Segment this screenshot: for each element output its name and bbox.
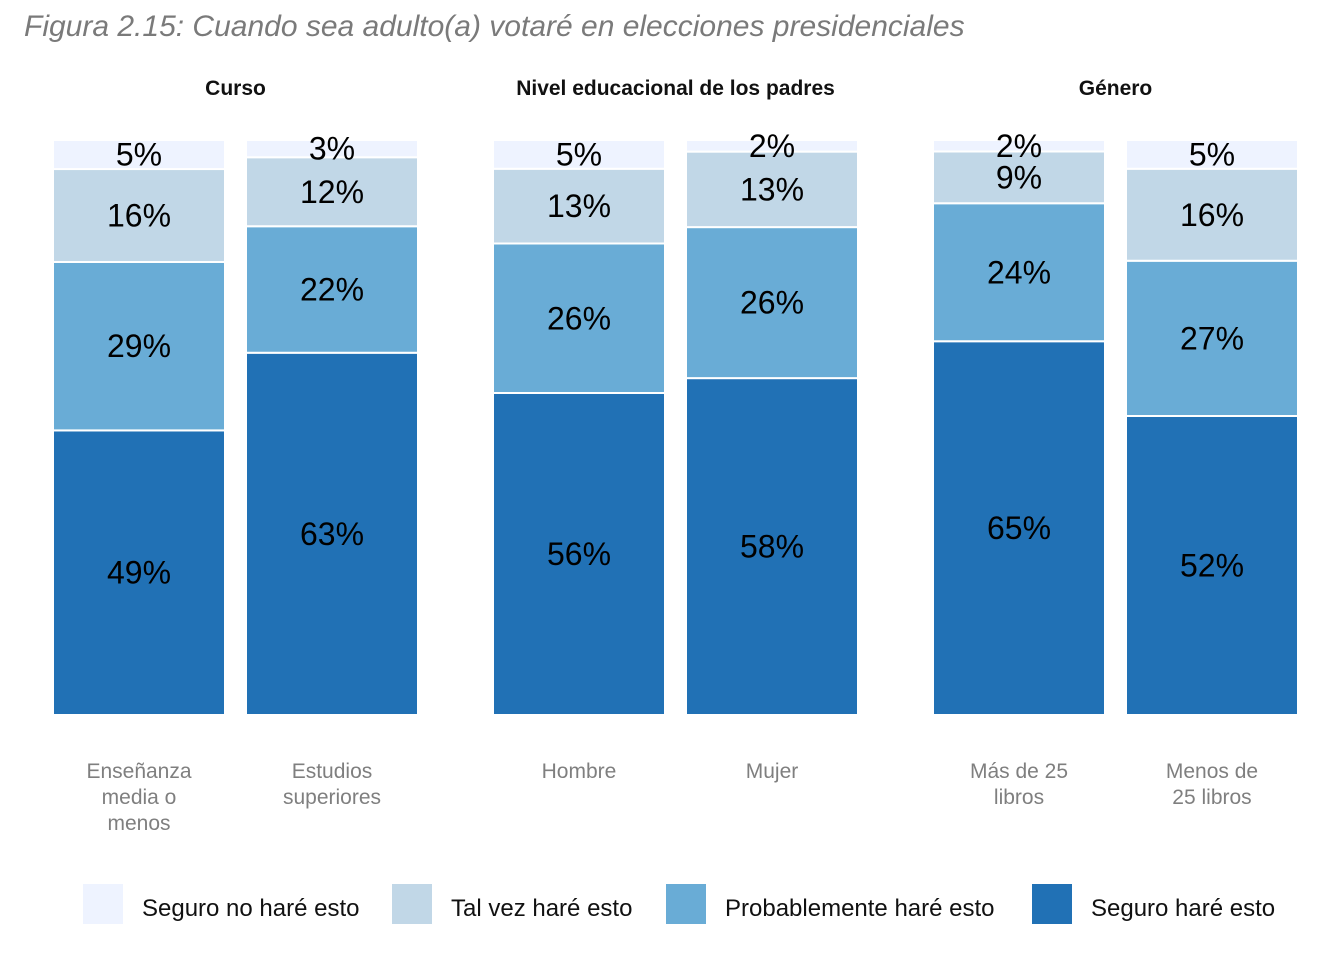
bar-segment bbox=[685, 226, 859, 380]
data-label: 49% bbox=[107, 555, 171, 591]
data-label: 2% bbox=[996, 128, 1042, 164]
data-label: 58% bbox=[740, 529, 804, 565]
category-label: Estudios superiores bbox=[283, 760, 381, 809]
bar-segment bbox=[685, 377, 859, 716]
data-label: 22% bbox=[300, 272, 364, 308]
bar-segment bbox=[685, 139, 859, 153]
data-label: 2% bbox=[749, 128, 795, 164]
data-label: 27% bbox=[1180, 320, 1244, 356]
bar-segment bbox=[492, 139, 666, 170]
data-label: 29% bbox=[107, 328, 171, 364]
bar-segment bbox=[1125, 139, 1299, 170]
data-label: 16% bbox=[107, 198, 171, 234]
category-label: Más de 25 libros bbox=[970, 760, 1068, 809]
data-label: 63% bbox=[300, 516, 364, 552]
bar-segment bbox=[52, 429, 226, 716]
bar-segment bbox=[52, 139, 226, 171]
legend-label: Seguro no haré esto bbox=[142, 895, 360, 922]
legend-swatch bbox=[666, 884, 706, 924]
category-label: Enseñanza media o menos bbox=[86, 760, 191, 835]
category-label: Mujer bbox=[746, 760, 799, 783]
legend-label: Seguro haré esto bbox=[1091, 895, 1275, 922]
data-label: 5% bbox=[116, 137, 162, 173]
bar-segment bbox=[245, 225, 419, 354]
bar-segment bbox=[52, 168, 226, 263]
data-label: 52% bbox=[1180, 548, 1244, 584]
data-label: 56% bbox=[547, 536, 611, 572]
legend-label: Probablemente haré esto bbox=[725, 895, 995, 922]
bar-segment bbox=[245, 156, 419, 228]
data-label: 24% bbox=[987, 254, 1051, 290]
bar-segment bbox=[245, 139, 419, 159]
data-label: 13% bbox=[740, 171, 804, 207]
data-label: 5% bbox=[1189, 136, 1235, 172]
data-label: 26% bbox=[547, 300, 611, 336]
category-label: Hombre bbox=[542, 760, 617, 783]
data-label: 26% bbox=[740, 285, 804, 321]
bar-segment bbox=[492, 167, 666, 245]
data-label: 13% bbox=[547, 188, 611, 224]
bar-segment bbox=[1125, 415, 1299, 716]
data-label: 5% bbox=[556, 136, 602, 172]
chart-title: Figura 2.15: Cuando sea adulto(a) votaré… bbox=[24, 10, 965, 43]
data-label: 12% bbox=[300, 174, 364, 210]
bar-segment bbox=[932, 340, 1106, 716]
data-label: 65% bbox=[987, 510, 1051, 546]
facet-title: Género bbox=[1079, 77, 1153, 100]
data-label: 9% bbox=[996, 159, 1042, 195]
legend-swatch bbox=[392, 884, 432, 924]
bar-segment bbox=[932, 150, 1106, 205]
bar-segment bbox=[492, 242, 666, 394]
legend-label: Tal vez haré esto bbox=[451, 895, 632, 922]
legend-swatch bbox=[1032, 884, 1072, 924]
data-label: 16% bbox=[1180, 197, 1244, 233]
bar-segment bbox=[1125, 259, 1299, 417]
bar-segment bbox=[932, 202, 1106, 343]
data-label: 3% bbox=[309, 131, 355, 167]
category-label: Menos de 25 libros bbox=[1166, 760, 1258, 809]
bar-segment bbox=[492, 392, 666, 716]
bar-segment bbox=[245, 351, 419, 716]
bar-segment bbox=[685, 150, 859, 229]
facet-title: Nivel educacional de los padres bbox=[516, 77, 835, 100]
legend-swatch bbox=[83, 884, 123, 924]
facet-title: Curso bbox=[205, 77, 266, 100]
bar-segment bbox=[1125, 167, 1299, 262]
bar-segment bbox=[932, 139, 1106, 153]
